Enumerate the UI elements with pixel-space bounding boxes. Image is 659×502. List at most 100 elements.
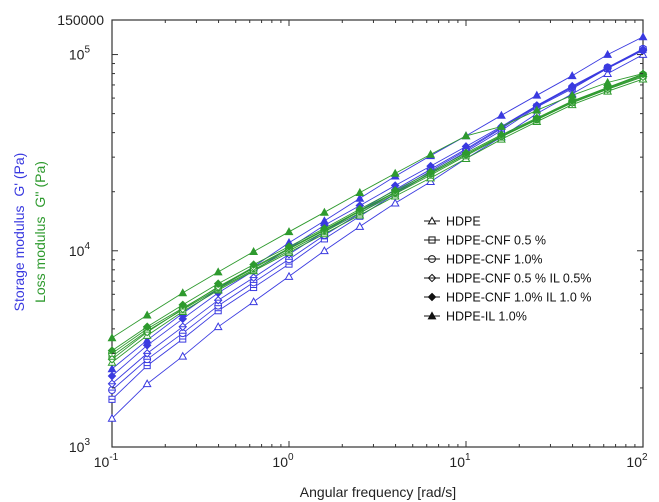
- data-point: [178, 288, 188, 297]
- data-point: [213, 267, 223, 276]
- series-line: [111, 49, 644, 377]
- data-point: [107, 413, 117, 422]
- y-axis-title-storage: Storage modulus G' (Pa): [11, 153, 27, 312]
- data-point: [142, 335, 152, 344]
- data-point: [143, 355, 152, 364]
- data-point: [532, 105, 542, 114]
- data-point: [249, 273, 258, 282]
- y-tick-base: 10: [69, 47, 85, 63]
- data-point: [532, 113, 542, 123]
- data-point: [284, 227, 294, 236]
- y-tick-label-top: 150000: [57, 12, 104, 28]
- y-tick-label: 103: [69, 437, 91, 455]
- data-point: [213, 295, 223, 305]
- data-point: [142, 327, 152, 337]
- y-tick-exp: 5: [84, 45, 90, 56]
- series-line: [111, 78, 644, 363]
- series-line: [111, 54, 644, 419]
- data-point: [178, 351, 188, 360]
- data-point: [107, 333, 117, 342]
- legend-item: HDPE-CNF 0.5 %: [424, 234, 546, 248]
- x-axis-title: Angular frequency [rad/s]: [300, 484, 456, 500]
- data-point: [320, 224, 329, 233]
- data-point: [249, 297, 259, 306]
- legend-marker: [427, 273, 437, 283]
- legend-marker: [427, 216, 437, 225]
- legend: HDPE HDPE-CNF 0.5 % HDPE-CNF 1.0% HDPE-CNF …: [424, 215, 591, 324]
- data-point: [567, 90, 577, 99]
- legend-label: HDPE-CNF 1.0%: [446, 253, 543, 267]
- data-point: [426, 167, 435, 177]
- y-tick-exp: 4: [84, 241, 90, 252]
- legend-item: HDPE-CNF 0.5 % IL 0.5%: [424, 272, 591, 286]
- legend-marker: [427, 311, 437, 320]
- data-point: [142, 322, 152, 332]
- y-tick-exp: 3: [84, 437, 90, 448]
- plot-area: [107, 19, 648, 448]
- data-point: [107, 379, 117, 389]
- x-tick-base: 10: [272, 454, 288, 470]
- legend-item: HDPE-CNF 1.0% IL 1.0 %: [424, 291, 591, 305]
- x-tick-label: 102: [626, 452, 648, 470]
- data-point: [390, 186, 400, 195]
- data-point: [143, 362, 151, 370]
- data-point: [603, 63, 612, 72]
- data-point: [497, 130, 506, 140]
- data-point: [107, 364, 117, 373]
- legend-label: HDPE-IL 1.0%: [446, 310, 527, 324]
- x-tick-label: 10-1: [94, 452, 119, 470]
- legend-item: HDPE: [424, 215, 481, 229]
- data-point: [638, 32, 648, 41]
- series-loss-tri-filled: [107, 68, 648, 342]
- x-tick-base: 10: [626, 454, 642, 470]
- x-tick-base: 10: [449, 454, 465, 470]
- data-point: [284, 271, 294, 280]
- data-point: [603, 77, 613, 86]
- data-point: [284, 242, 294, 251]
- x-tick-label: 100: [272, 452, 294, 470]
- data-point: [603, 49, 613, 58]
- data-point: [319, 207, 329, 216]
- data-point: [355, 187, 365, 196]
- y-axis-storage-symbol: G' (Pa): [11, 153, 27, 197]
- data-point: [390, 168, 400, 177]
- data-point: [178, 329, 187, 338]
- data-point: [567, 71, 577, 80]
- data-point: [107, 371, 117, 381]
- data-point: [567, 81, 577, 91]
- data-point: [426, 149, 436, 158]
- series-layer: [107, 32, 648, 422]
- legend-item: HDPE-CNF 1.0%: [424, 253, 543, 267]
- data-point: [213, 279, 223, 288]
- data-point: [107, 354, 117, 364]
- series-line: [111, 76, 644, 360]
- series-line: [111, 73, 644, 351]
- data-point: [142, 310, 152, 319]
- series-line: [111, 49, 644, 400]
- y-axis-loss-symbol: G'' (Pa): [32, 161, 48, 208]
- data-point: [178, 314, 188, 324]
- y-tick-label: 105: [69, 45, 91, 63]
- legend-marker: [427, 292, 437, 302]
- y-tick-label: 104: [69, 241, 91, 259]
- legend-marker: [428, 236, 436, 244]
- svg-text:Loss modulus G'' (Pa): Loss modulus G'' (Pa): [32, 161, 48, 303]
- x-tick-exp: 1: [465, 452, 471, 463]
- data-point: [355, 221, 365, 230]
- y-axis-title-loss: Loss modulus G'' (Pa): [32, 161, 48, 303]
- data-point: [390, 198, 400, 207]
- data-point: [142, 349, 152, 358]
- series-line: [111, 73, 644, 339]
- y-axis-loss-text: Loss modulus: [32, 217, 48, 303]
- legend-marker: [428, 255, 436, 263]
- x-tick-exp: 2: [642, 452, 648, 463]
- legend-label: HDPE-CNF 0.5 % IL 0.5%: [446, 272, 591, 286]
- plot-frame: [111, 19, 644, 448]
- y-tick-base: 10: [69, 243, 85, 259]
- data-point: [355, 193, 365, 202]
- x-tick-exp: -1: [109, 452, 118, 463]
- data-point: [496, 121, 506, 130]
- data-point: [355, 204, 365, 214]
